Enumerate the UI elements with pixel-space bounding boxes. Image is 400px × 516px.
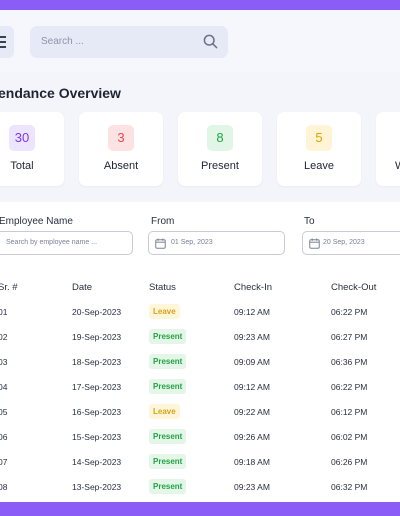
employee-name-label: Employee Name: [0, 216, 73, 227]
cell-check-in: 09:26 AM: [234, 432, 270, 442]
search-icon[interactable]: [203, 34, 218, 54]
cell-check-out: 06:32 PM: [331, 482, 368, 492]
status-badge: Leave: [149, 404, 180, 419]
cell-sr: 01: [0, 307, 8, 317]
stat-card[interactable]: W: [376, 112, 400, 186]
cell-check-in: 09:18 AM: [234, 457, 270, 467]
cell-check-in: 09:23 AM: [234, 482, 270, 492]
stat-value: 8: [207, 125, 233, 151]
cell-sr: 08: [0, 482, 8, 492]
status-badge: Present: [149, 429, 187, 444]
stat-value: 3: [108, 125, 134, 151]
to-date-value: 20 Sep, 2023: [323, 239, 365, 246]
status-badge: Present: [149, 479, 187, 494]
stat-label: Absent: [103, 160, 139, 172]
status-badge: Leave: [149, 304, 180, 319]
cell-check-out: 06:26 PM: [331, 457, 368, 467]
employee-search-placeholder: Search by employee name ...: [6, 239, 98, 246]
cell-date: 19-Sep-2023: [72, 332, 122, 342]
cell-check-in: 09:22 AM: [234, 407, 270, 417]
cell-check-in: 09:12 AM: [234, 382, 270, 392]
cell-sr: 05: [0, 407, 8, 417]
column-header-check-out[interactable]: Check-Out: [331, 282, 377, 293]
cell-date: 17-Sep-2023: [72, 382, 122, 392]
employee-search-field[interactable]: Search by employee name ...: [0, 231, 133, 255]
menu-icon: [0, 41, 6, 43]
menu-icon: [0, 36, 6, 38]
cell-check-out: 06:27 PM: [331, 332, 368, 342]
cell-sr: 04: [0, 382, 8, 392]
cell-date: 14-Sep-2023: [72, 457, 122, 467]
cell-check-out: 06:36 PM: [331, 357, 368, 367]
status-badge: Present: [149, 354, 187, 369]
stat-card[interactable]: 30 Total: [0, 112, 64, 186]
status-badge: Present: [149, 329, 187, 344]
cell-date: 18-Sep-2023: [72, 357, 122, 367]
stat-card[interactable]: 3 Absent: [79, 112, 163, 186]
stat-card[interactable]: 5 Leave: [277, 112, 361, 186]
cell-check-in: 09:12 AM: [234, 307, 270, 317]
status-badge: Present: [149, 379, 187, 394]
stat-label: Present: [201, 160, 239, 172]
calendar-icon: [309, 238, 320, 251]
cell-sr: 03: [0, 357, 8, 367]
cell-sr: 06: [0, 432, 8, 442]
page-title: endance Overview: [0, 85, 121, 101]
menu-icon: [0, 46, 6, 48]
stat-value: 30: [9, 125, 35, 151]
stat-label: W: [395, 160, 400, 172]
from-date-field[interactable]: 01 Sep, 2023: [148, 231, 285, 255]
cell-sr: 02: [0, 332, 8, 342]
search-placeholder: Search ...: [41, 36, 84, 47]
column-header-date[interactable]: Date: [72, 282, 93, 293]
calendar-icon: [155, 238, 166, 251]
cell-date: 13-Sep-2023: [72, 482, 122, 492]
cell-check-in: 09:09 AM: [234, 357, 270, 367]
stat-label: Leave: [304, 160, 334, 172]
cell-check-out: 06:02 PM: [331, 432, 368, 442]
to-date-field[interactable]: 20 Sep, 2023: [302, 231, 400, 255]
to-label: To: [304, 216, 315, 227]
app-window: Search ... endance Overview 30 Total 3 Abse…: [0, 10, 400, 502]
stat-value: 5: [306, 125, 332, 151]
cell-sr: 07: [0, 457, 8, 467]
column-header-sr[interactable]: Sr. #: [0, 282, 18, 293]
from-label: From: [151, 216, 175, 227]
main-content: endance Overview 30 Total 3 Absent 8 Present 5…: [0, 72, 400, 502]
stat-card[interactable]: 8 Present: [178, 112, 262, 186]
column-header-status[interactable]: Status: [149, 282, 176, 293]
cell-check-out: 06:22 PM: [331, 382, 368, 392]
search-input[interactable]: Search ...: [30, 26, 228, 58]
menu-button[interactable]: [0, 26, 14, 58]
from-date-value: 01 Sep, 2023: [171, 239, 213, 246]
column-header-check-in[interactable]: Check-In: [234, 282, 273, 293]
cell-date: 15-Sep-2023: [72, 432, 122, 442]
top-bar: Search ...: [0, 10, 400, 72]
status-badge: Present: [149, 454, 187, 469]
cell-date: 16-Sep-2023: [72, 407, 122, 417]
stat-label: Total: [10, 160, 34, 172]
cell-date: 20-Sep-2023: [72, 307, 122, 317]
cell-check-in: 09:23 AM: [234, 332, 270, 342]
cell-check-out: 06:22 PM: [331, 307, 368, 317]
cell-check-out: 06:12 PM: [331, 407, 368, 417]
